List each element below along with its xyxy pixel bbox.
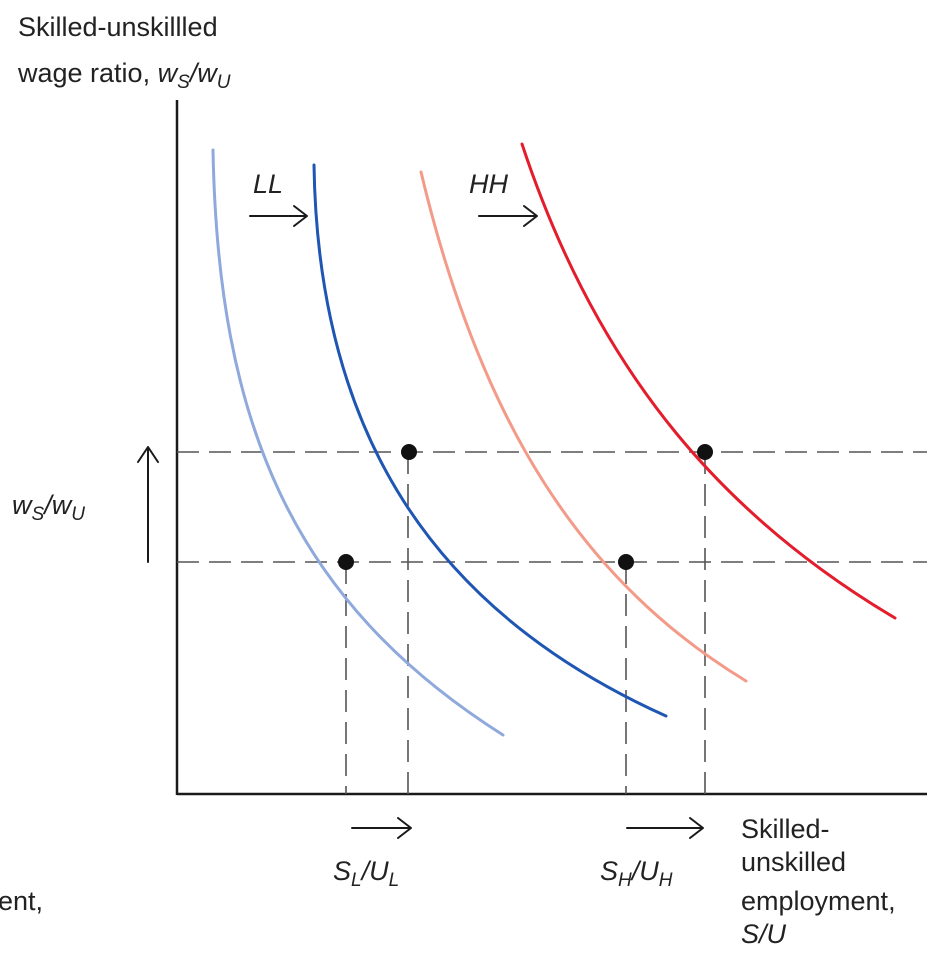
x-axis-title-line1: Skilled-: [741, 814, 830, 844]
hh-label: HH: [469, 169, 508, 199]
equilibrium-ll-low: [338, 554, 354, 570]
ll-shift-arrow: [249, 205, 308, 227]
ll-label: LL: [253, 169, 283, 199]
ll-curve-before: [211, 148, 505, 737]
equilibrium-hh-high: [697, 444, 713, 460]
tick-label-sl-ul: SL/UL: [333, 856, 399, 891]
ll-employment-shift-arrow: [351, 817, 412, 839]
wage-ratio-shift-label: wS/wU: [12, 490, 85, 525]
equilibrium-hh-low: [618, 554, 634, 570]
x-axis-title-line4: S/U: [741, 919, 787, 949]
ll-curve-after: [312, 163, 668, 718]
hh-curve-after: [520, 142, 897, 620]
cropped-label-fragment: ent,: [0, 886, 43, 916]
x-axis-title-line2: unskilled: [741, 847, 846, 877]
y-axis-title-line1: Skilled-unskillled: [18, 12, 218, 42]
wage-up-arrow: [137, 446, 159, 563]
x-axis-title-line3: employment,: [741, 886, 896, 916]
hh-employment-shift-arrow: [626, 817, 704, 839]
tick-label-sh-uh: SH/UH: [600, 856, 673, 891]
y-axis-title-line2: wage ratio, wS/wU: [17, 58, 231, 93]
hh-curve-before: [419, 170, 748, 683]
hh-shift-arrow: [478, 205, 538, 227]
equilibrium-ll-high: [401, 444, 417, 460]
